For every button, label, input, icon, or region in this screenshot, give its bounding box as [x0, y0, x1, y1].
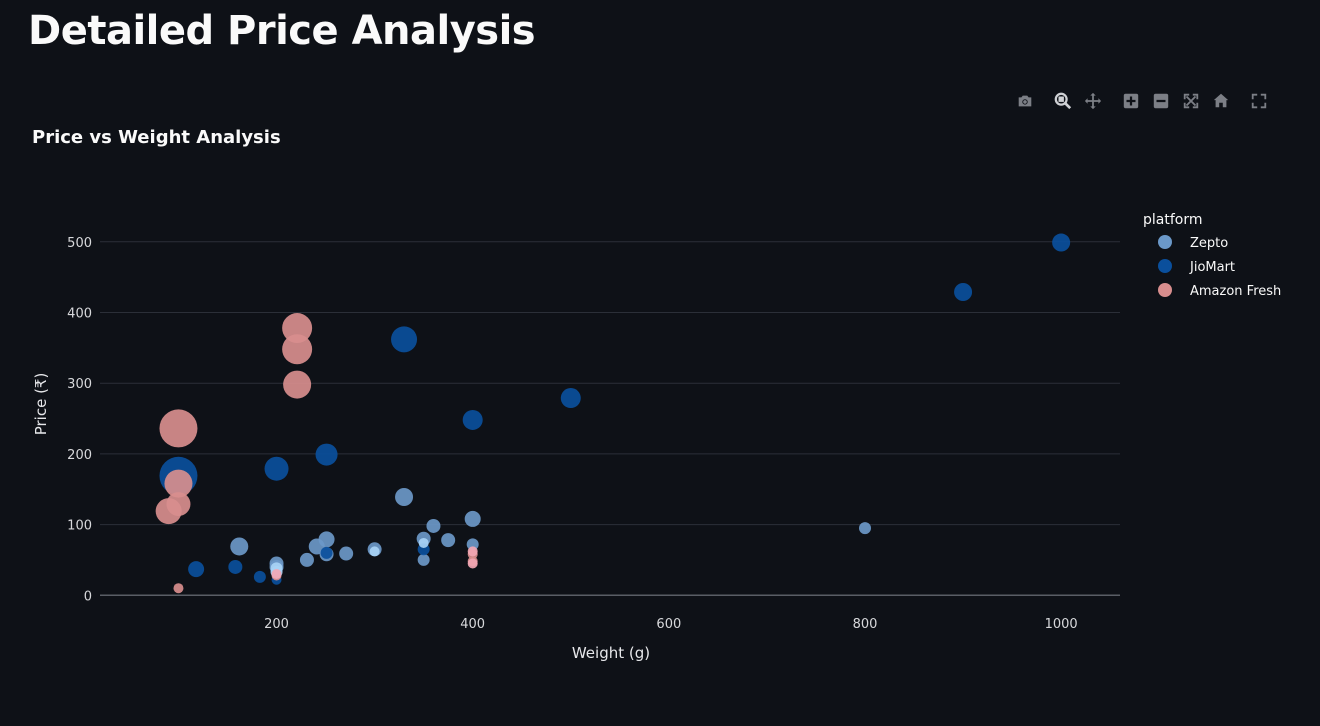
data-point[interactable] [395, 488, 414, 506]
data-point[interactable] [467, 546, 478, 557]
x-tick-label: 200 [264, 617, 289, 632]
data-point[interactable] [253, 570, 266, 583]
data-point[interactable] [369, 546, 380, 557]
x-tick-label: 1000 [1045, 617, 1078, 632]
chart-modebar [1014, 90, 1278, 112]
x-tick-label: 800 [853, 617, 878, 632]
data-point[interactable] [417, 553, 430, 566]
data-point[interactable] [1052, 233, 1071, 252]
legend-label: Zepto [1190, 236, 1228, 251]
data-point[interactable] [467, 558, 478, 569]
legend-title: platform [1143, 212, 1203, 228]
data-point[interactable] [464, 510, 481, 527]
data-point[interactable] [954, 283, 973, 301]
pan-icon[interactable] [1082, 90, 1104, 112]
y-tick-label: 0 [84, 589, 92, 604]
data-point[interactable] [159, 409, 198, 448]
legend: platform Zepto JioMart Amazon Fresh [1143, 212, 1281, 299]
scatter-chart: Price vs Weight Analysis 0 100 200 300 400 50… [32, 127, 1281, 662]
x-tick-label: 600 [656, 617, 681, 632]
y-tick-label: 100 [67, 519, 92, 534]
data-points [155, 233, 1071, 594]
data-point[interactable] [315, 443, 338, 466]
data-point[interactable] [391, 326, 418, 353]
y-tick-label: 500 [67, 236, 92, 251]
fullscreen-icon[interactable] [1248, 90, 1270, 112]
data-point[interactable] [282, 313, 313, 344]
data-point[interactable] [320, 546, 333, 559]
legend-marker [1158, 259, 1172, 273]
x-axis-title: Weight (g) [572, 644, 650, 662]
data-point[interactable] [166, 492, 191, 517]
zoom-in-icon[interactable] [1120, 90, 1142, 112]
data-point[interactable] [426, 518, 441, 533]
y-tick-label: 200 [67, 448, 92, 463]
data-point[interactable] [859, 522, 871, 535]
legend-item[interactable]: Amazon Fresh [1158, 283, 1281, 299]
data-point[interactable] [164, 469, 193, 498]
y-tick-labels: 0 100 200 300 400 500 [67, 236, 92, 604]
legend-label: JioMart [1189, 260, 1235, 275]
data-point[interactable] [188, 561, 205, 578]
data-point[interactable] [230, 537, 249, 556]
y-tick-label: 300 [67, 377, 92, 392]
x-tick-label: 400 [460, 617, 485, 632]
legend-marker [1158, 235, 1172, 249]
legend-item[interactable]: JioMart [1158, 259, 1235, 275]
home-icon[interactable] [1210, 90, 1232, 112]
gridlines [100, 241, 1120, 597]
data-point[interactable] [228, 559, 243, 574]
data-point[interactable] [271, 569, 282, 580]
data-point[interactable] [462, 409, 483, 430]
legend-label: Amazon Fresh [1190, 284, 1281, 299]
x-tick-labels: 200 400 600 800 1000 [264, 617, 1078, 632]
autoscale-icon[interactable] [1180, 90, 1202, 112]
page-title: Detailed Price Analysis [28, 8, 536, 54]
data-point[interactable] [339, 546, 354, 561]
chart-title: Price vs Weight Analysis [32, 127, 281, 148]
data-point[interactable] [283, 370, 312, 399]
data-point[interactable] [299, 552, 314, 567]
y-axis-title: Price (₹) [32, 373, 50, 436]
legend-item[interactable]: Zepto [1158, 235, 1228, 251]
legend-marker [1158, 283, 1172, 297]
data-point[interactable] [441, 533, 456, 548]
data-point[interactable] [282, 334, 313, 365]
data-point[interactable] [466, 538, 479, 551]
zoom-out-icon[interactable] [1150, 90, 1172, 112]
data-point[interactable] [264, 456, 289, 481]
data-point[interactable] [560, 388, 581, 409]
zoom-icon[interactable] [1052, 90, 1074, 112]
y-tick-label: 400 [67, 307, 92, 322]
data-point[interactable] [318, 531, 335, 548]
camera-icon[interactable] [1014, 90, 1036, 112]
data-point[interactable] [418, 537, 429, 548]
data-point[interactable] [173, 583, 184, 594]
